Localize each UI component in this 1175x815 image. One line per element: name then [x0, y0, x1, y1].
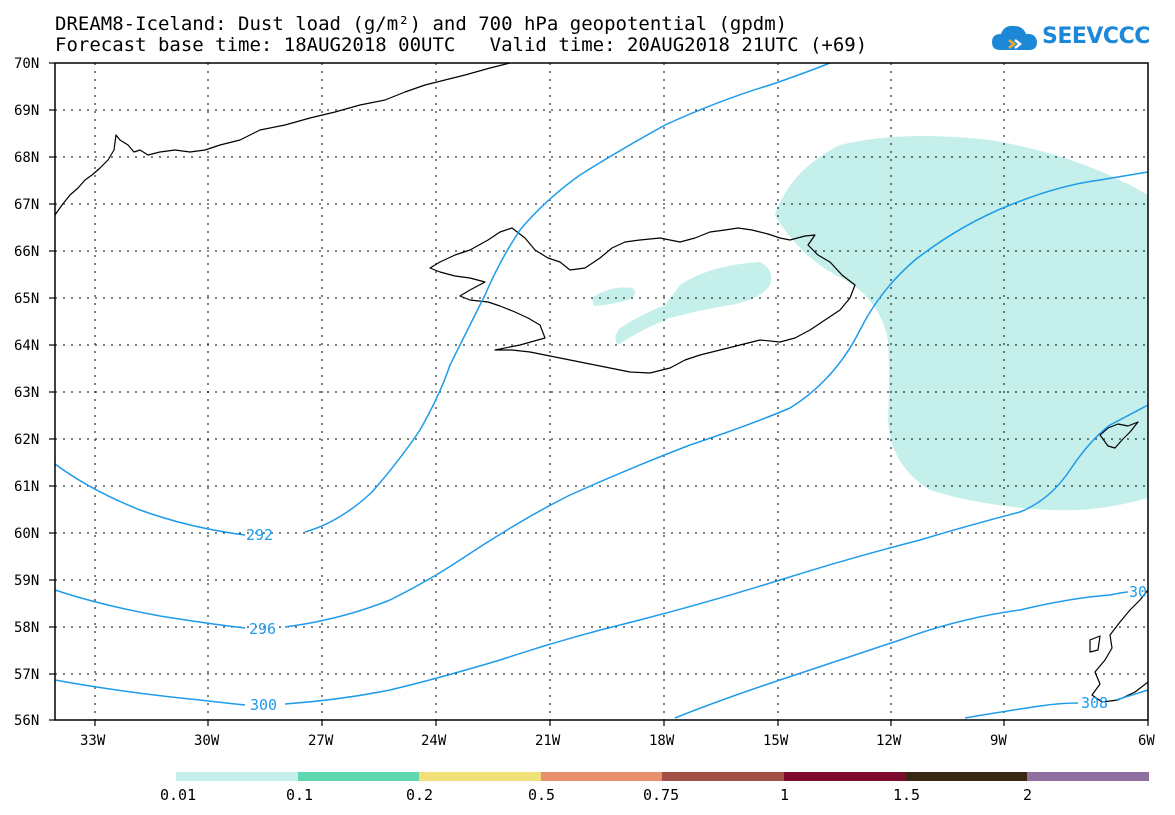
map-subtitle: Forecast base time: 18AUG2018 00UTC Vali… [55, 34, 868, 56]
colorbar-label: 0.01 [160, 786, 196, 804]
iceland-coast [429, 227, 856, 374]
logo-text: SEEVCCC [1042, 24, 1150, 49]
lat-label: 57N [14, 667, 39, 683]
lon-label: 27W [308, 733, 334, 749]
colorbar-swatch-7 [1027, 772, 1149, 781]
lon-label: 21W [535, 733, 561, 749]
contour-308 [964, 689, 1149, 719]
lat-label: 59N [14, 573, 39, 589]
contour-label-292: 292 [246, 526, 273, 544]
cloud-icon [992, 25, 1037, 50]
colorbar-label: 1.5 [893, 786, 920, 804]
lon-label: 33W [80, 733, 106, 749]
colorbar-label: 2 [1023, 786, 1032, 804]
seevccc-logo: SEEVCCC [990, 20, 1150, 58]
dust-area-west [592, 287, 636, 306]
lat-label: 70N [14, 56, 39, 72]
colorbar: 0.01 0.1 0.2 0.5 0.75 1 1.5 2 [160, 772, 1149, 804]
contour-labels: 292 296 300 308 30 [246, 526, 1147, 714]
colorbar-swatch-5 [784, 772, 906, 781]
lon-label: 24W [421, 733, 447, 749]
greenland-coast [54, 62, 511, 216]
contour-label-308: 308 [1081, 694, 1108, 712]
scotland-coast [1091, 589, 1149, 703]
faroe-coast [1099, 421, 1139, 449]
colorbar-label: 0.5 [528, 786, 555, 804]
contour-304 [674, 591, 1129, 719]
lat-label: 68N [14, 150, 39, 166]
colorbar-swatch-6 [906, 772, 1027, 781]
dust-area-iceland [615, 262, 772, 345]
contour-296 [54, 171, 1149, 629]
colorbar-swatch-0 [176, 772, 298, 781]
lat-label: 61N [14, 479, 39, 495]
lat-label: 66N [14, 244, 39, 260]
colorbar-label: 0.75 [643, 786, 679, 804]
lon-label: 6W [1138, 733, 1155, 749]
latitude-labels: 70N 69N 68N 67N 66N 65N 64N 63N 62N 61N … [14, 56, 39, 729]
axis-ticks [49, 62, 1149, 726]
lon-label: 18W [649, 733, 675, 749]
colorbar-label: 0.2 [406, 786, 433, 804]
dust-area-east [775, 136, 1148, 511]
dust-area [592, 136, 1148, 511]
coastlines [54, 62, 1149, 703]
lon-label: 12W [876, 733, 902, 749]
colorbar-label: 1 [780, 786, 789, 804]
lat-label: 67N [14, 197, 39, 213]
contour-label-30: 30 [1129, 583, 1147, 601]
scotland-islands [1089, 635, 1101, 653]
lat-label: 60N [14, 526, 39, 542]
colorbar-swatch-4 [662, 772, 784, 781]
colorbar-swatch-3 [541, 772, 662, 781]
lat-label: 64N [14, 338, 39, 354]
lon-label: 9W [990, 733, 1007, 749]
lon-label: 15W [763, 733, 789, 749]
longitude-labels: 33W 30W 27W 24W 21W 18W 15W 12W 9W 6W [80, 733, 1155, 749]
map-title: DREAM8-Iceland: Dust load (g/m²) and 700… [55, 13, 788, 35]
graticule [55, 63, 1148, 720]
lat-label: 56N [14, 713, 39, 729]
lat-label: 65N [14, 291, 39, 307]
lat-label: 62N [14, 432, 39, 448]
contour-label-296: 296 [249, 620, 276, 638]
lat-label: 69N [14, 103, 39, 119]
contour-292 [54, 62, 831, 536]
contour-label-300: 300 [250, 696, 277, 714]
lon-label: 30W [194, 733, 220, 749]
contour-300 [54, 404, 1149, 706]
lat-label: 58N [14, 620, 39, 636]
colorbar-swatch-2 [419, 772, 541, 781]
colorbar-swatch-1 [298, 772, 419, 781]
geopotential-contours [54, 62, 1149, 719]
lat-label: 63N [14, 385, 39, 401]
colorbar-label: 0.1 [286, 786, 313, 804]
